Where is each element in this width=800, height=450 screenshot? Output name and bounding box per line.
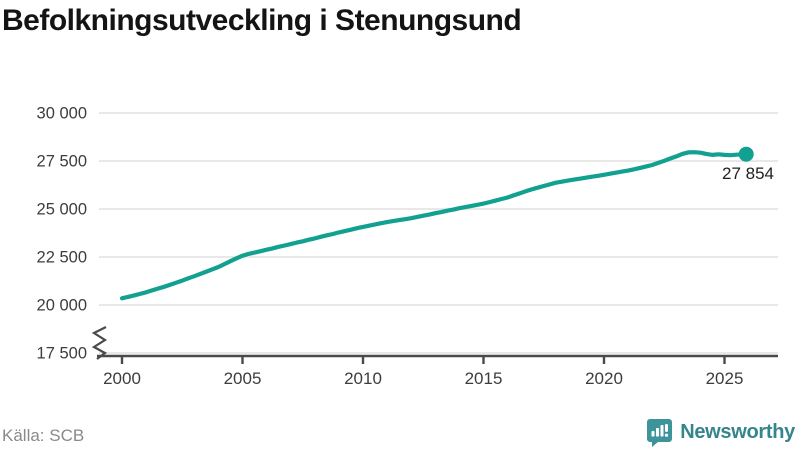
y-tick-label: 27 500	[37, 153, 87, 171]
x-tick-label: 2000	[103, 369, 141, 388]
bar-chart-speech-bubble-icon	[647, 418, 673, 447]
y-tick-label: 20 000	[37, 297, 87, 315]
y-tick-label: 22 500	[37, 249, 87, 267]
x-tick-label: 2010	[344, 369, 382, 388]
x-tick-label: 2020	[585, 369, 623, 388]
axis-break-icon	[91, 326, 108, 360]
end-point-label: 27 854	[722, 164, 774, 183]
x-tick-label: 2025	[706, 369, 744, 388]
y-tick-label: 17 500	[37, 345, 87, 363]
end-point-dot	[738, 146, 754, 162]
population-line	[119, 150, 749, 301]
newsworthy-wordmark: Newsworthy	[680, 420, 795, 443]
y-tick-label: 30 000	[37, 105, 87, 123]
chart-title: Befolkningsutveckling i Stenungsund	[2, 4, 522, 37]
source-label: Källa: SCB	[2, 426, 85, 445]
x-tick-label: 2005	[224, 369, 262, 388]
y-tick-label: 25 000	[37, 201, 87, 219]
x-tick-label: 2015	[465, 369, 503, 388]
newsworthy-logo: Newsworthy	[646, 416, 795, 448]
